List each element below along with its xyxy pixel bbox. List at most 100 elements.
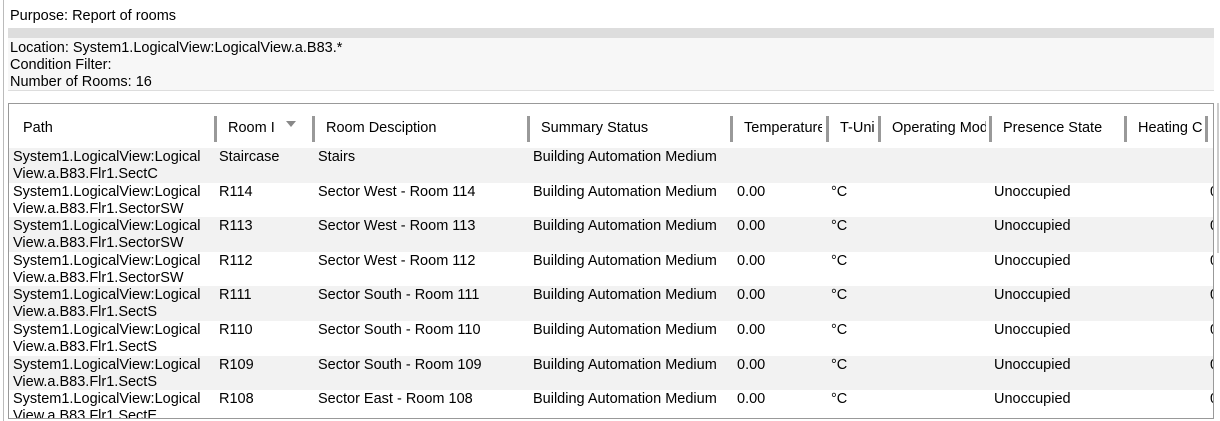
path-line: View.a.B83.Flr1.SectorSW <box>13 235 184 252</box>
cell-status: Building Automation Medium <box>533 391 717 408</box>
table-row[interactable]: System1.LogicalView:Logical View.a.B83.Fl… <box>9 252 1213 287</box>
cell-desc: Sector West - Room 114 <box>318 183 476 200</box>
path-line: View.a.B83.Flr1.SectS <box>13 339 158 355</box>
cell-heating: 0 <box>1210 322 1213 339</box>
cell-unit: °C <box>831 322 848 338</box>
cell-presence: Unoccupied <box>994 391 1071 408</box>
column-resize-handle[interactable] <box>312 116 315 142</box>
path-line: System1.LogicalView:Logical <box>13 287 201 304</box>
table-row[interactable]: System1.LogicalView:Logical View.a.B83.Fl… <box>9 390 1213 419</box>
cell-desc: Stairs <box>318 149 356 165</box>
cell-room: R114 <box>219 183 253 200</box>
cell-status: Building Automation Medium <box>533 218 717 235</box>
cell-status: Building Automation Medium <box>533 252 717 269</box>
cell-heating: 0 <box>1210 287 1213 304</box>
cell-presence: Unoccupied <box>994 183 1071 200</box>
report-frame <box>3 0 1220 421</box>
divider-bar <box>8 28 1214 38</box>
table-row[interactable]: System1.LogicalView:Logical View.a.B83.Fl… <box>9 286 1213 321</box>
cell-temp: 0.00 <box>737 183 766 200</box>
cell-path: System1.LogicalView:Logical View.a.B83.Fl… <box>13 287 207 321</box>
cell-presence: Unoccupied <box>994 322 1071 338</box>
cell-presence: Unoccupied <box>994 356 1071 373</box>
cell-presence: Unoccupied <box>994 252 1071 269</box>
cell-presence: Unoccupied <box>994 218 1071 235</box>
location-label: Location: System1.LogicalView:LogicalVie… <box>10 40 343 56</box>
cell-temp: 0.00 <box>737 252 766 269</box>
cell-path: System1.LogicalView:Logical View.a.B83.Fl… <box>13 184 207 218</box>
path-line: System1.LogicalView:Logical <box>13 356 201 373</box>
column-resize-handle[interactable] <box>989 116 992 142</box>
cell-status: Building Automation Medium <box>533 322 717 338</box>
cell-room: R109 <box>219 356 254 373</box>
column-resize-handle[interactable] <box>730 116 733 142</box>
table-row[interactable]: System1.LogicalView:Logical View.a.B83.Fl… <box>9 321 1213 356</box>
path-line: View.a.B83.Flr1.SectC <box>13 166 158 182</box>
cell-temp: 0.00 <box>737 391 766 408</box>
column-header-presence[interactable]: Presence State <box>1003 120 1103 136</box>
column-header-room[interactable]: Room I <box>228 120 275 136</box>
column-resize-handle[interactable] <box>1124 116 1127 142</box>
cell-desc: Sector South - Room 109 <box>318 356 482 373</box>
cell-path: System1.LogicalView:Logical View.a.B83.Fl… <box>13 322 207 356</box>
cell-path: System1.LogicalView:Logical View.a.B83.Fl… <box>13 253 207 287</box>
vertical-scrollbar[interactable] <box>1217 103 1219 253</box>
path-line: View.a.B83.Flr1.SectorSW <box>13 200 184 217</box>
cell-heating: 0 <box>1210 218 1213 235</box>
cell-room: R110 <box>219 322 253 338</box>
cell-desc: Sector West - Room 113 <box>318 218 476 235</box>
cell-desc: Sector South - Room 111 <box>318 287 480 304</box>
path-line: System1.LogicalView:Logical <box>13 149 201 165</box>
cell-temp: 0.00 <box>737 287 766 304</box>
table-header: Path Room I Room Desciption Summary Status T… <box>9 104 1213 148</box>
cell-path: System1.LogicalView:Logical View.a.B83.Fl… <box>13 149 207 183</box>
cell-room: Staircase <box>219 149 280 165</box>
column-header-status[interactable]: Summary Status <box>541 120 649 136</box>
cell-unit: °C <box>831 287 848 304</box>
table-row[interactable]: System1.LogicalView:Logical View.a.B83.Fl… <box>9 217 1213 252</box>
cell-path: System1.LogicalView:Logical View.a.B83.Fl… <box>13 218 207 252</box>
cell-temp: 0.00 <box>737 356 766 373</box>
column-header-temp[interactable]: Temperature <box>744 120 822 136</box>
cell-heating: 0 <box>1210 391 1213 408</box>
cell-desc: Sector East - Room 108 <box>318 391 473 408</box>
cell-heating: 0 <box>1210 184 1213 201</box>
column-resize-handle[interactable] <box>826 116 829 142</box>
cell-status: Building Automation Medium <box>533 183 717 200</box>
column-resize-handle[interactable] <box>214 116 217 142</box>
table-row[interactable]: System1.LogicalView:Logical View.a.B83.Fl… <box>9 183 1213 218</box>
cell-unit: °C <box>831 252 848 269</box>
cell-presence: Unoccupied <box>994 287 1071 304</box>
column-header-path[interactable]: Path <box>23 120 53 136</box>
column-resize-handle[interactable] <box>878 116 881 142</box>
column-header-unit[interactable]: T-Unit <box>840 120 874 136</box>
path-line: View.a.B83.Flr1.SectE <box>13 408 158 419</box>
table-row[interactable]: System1.LogicalView:Logical View.a.B83.Fl… <box>9 148 1213 183</box>
column-resize-handle[interactable] <box>527 116 530 142</box>
condition-filter-label: Condition Filter: <box>10 57 112 73</box>
cell-room: R113 <box>219 218 253 235</box>
cell-unit: °C <box>831 391 848 408</box>
cell-unit: °C <box>831 356 848 373</box>
path-line: System1.LogicalView:Logical <box>13 322 201 338</box>
column-resize-handle[interactable] <box>1205 116 1208 142</box>
room-count-label: Number of Rooms: 16 <box>10 74 152 90</box>
cell-path: System1.LogicalView:Logical View.a.B83.Fl… <box>13 391 207 419</box>
path-line: System1.LogicalView:Logical <box>13 391 201 408</box>
path-line: System1.LogicalView:Logical <box>13 252 201 269</box>
cell-desc: Sector West - Room 112 <box>318 252 476 269</box>
table-row[interactable]: System1.LogicalView:Logical View.a.B83.Fl… <box>9 355 1213 391</box>
path-line: View.a.B83.Flr1.SectorSW <box>13 269 184 286</box>
path-line: System1.LogicalView:Logical <box>13 183 201 200</box>
rooms-table: Path Room I Room Desciption Summary Status T… <box>8 103 1214 419</box>
path-line: View.a.B83.Flr1.SectS <box>13 304 158 321</box>
column-header-heating[interactable]: Heating C <box>1138 120 1203 136</box>
cell-path: System1.LogicalView:Logical View.a.B83.Fl… <box>13 357 207 391</box>
cell-room: R108 <box>219 391 254 408</box>
sort-descending-icon[interactable] <box>286 121 296 127</box>
cell-room: R111 <box>219 287 252 304</box>
column-header-mode[interactable]: Operating Mode <box>892 120 986 136</box>
report-purpose: Purpose: Report of rooms <box>10 8 177 24</box>
column-header-desc[interactable]: Room Desciption <box>326 120 437 136</box>
cell-status: Building Automation Medium <box>533 356 717 373</box>
